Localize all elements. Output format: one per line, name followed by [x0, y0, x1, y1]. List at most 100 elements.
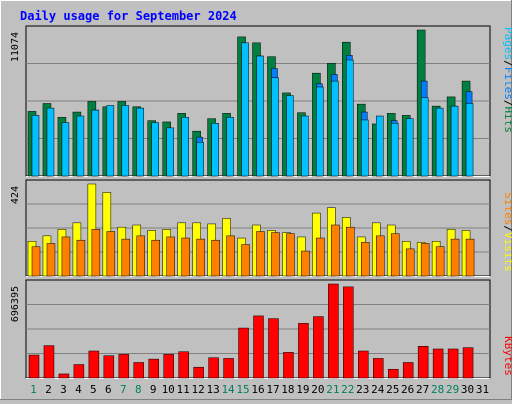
bar-pages-day-29 — [450, 105, 459, 177]
y-max-label-kbytes: 696395 — [10, 286, 21, 322]
bar-kbytes-day-5 — [88, 350, 100, 379]
bar-pages-day-27 — [420, 97, 429, 177]
bar-pages-day-9 — [151, 122, 159, 177]
bar-sites-day-19 — [301, 250, 310, 277]
bar-pages-day-21 — [331, 80, 339, 177]
bar-sites-day-23 — [361, 242, 370, 277]
bar-kbytes-day-20 — [313, 316, 324, 379]
x-tick-label-day-27: 27 — [416, 383, 429, 396]
bar-sites-day-20 — [316, 237, 325, 277]
legend-separator: / — [502, 225, 512, 232]
bar-pages-day-3 — [61, 122, 70, 177]
bar-kbytes-day-8 — [133, 362, 145, 379]
legend-middle: Sites/Visits — [502, 192, 512, 272]
bar-pages-day-15 — [241, 42, 249, 177]
bar-pages-day-10 — [166, 127, 174, 177]
legend-kbytes: KBytes — [502, 336, 512, 376]
x-tick-label-day-21: 21 — [326, 383, 339, 396]
x-tick-label-day-7: 7 — [120, 383, 127, 396]
x-tick-label-day-12: 12 — [192, 383, 205, 396]
bar-pages-day-26 — [405, 118, 414, 177]
bar-sites-day-7 — [121, 238, 131, 277]
chart-title: Daily usage for September 2024 — [20, 9, 237, 23]
bar-sites-day-8 — [136, 235, 146, 277]
x-tick-label-day-9: 9 — [150, 383, 157, 396]
bar-kbytes-day-12 — [193, 366, 204, 379]
x-tick-label-day-18: 18 — [281, 383, 294, 396]
legend-separator: / — [502, 60, 512, 67]
bar-pages-day-7 — [121, 105, 130, 177]
bar-sites-day-3 — [61, 236, 71, 277]
bar-pages-day-14 — [226, 117, 234, 177]
bar-kbytes-day-9 — [148, 358, 159, 379]
bar-kbytes-day-22 — [343, 286, 354, 379]
bar-kbytes-day-7 — [118, 354, 130, 379]
bar-sites-day-9 — [151, 239, 160, 277]
bar-sites-day-1 — [31, 246, 41, 277]
bar-sites-day-10 — [166, 236, 175, 277]
x-tick-label-day-3: 3 — [60, 383, 67, 396]
bar-sites-day-26 — [405, 248, 415, 277]
bar-pages-day-4 — [76, 115, 85, 177]
x-tick-label-day-8: 8 — [135, 383, 142, 396]
legend-sites: Sites — [502, 192, 512, 225]
x-tick-label-day-10: 10 — [162, 383, 175, 396]
bar-kbytes-day-11 — [178, 351, 189, 379]
x-tick-label-day-30: 30 — [461, 383, 474, 396]
bar-kbytes-day-4 — [73, 364, 85, 379]
x-tick-label-day-29: 29 — [446, 383, 459, 396]
bar-kbytes-day-14 — [223, 358, 234, 379]
bar-kbytes-day-1 — [28, 354, 40, 379]
bar-kbytes-day-6 — [103, 355, 115, 379]
legend-pages: Pages — [502, 27, 512, 60]
bar-pages-day-5 — [91, 109, 100, 177]
x-tick-label-day-17: 17 — [266, 383, 279, 396]
legend-bottom: KBytes — [502, 336, 512, 376]
bar-sites-day-6 — [106, 231, 116, 277]
bar-pages-day-24 — [376, 115, 384, 177]
bar-sites-day-28 — [435, 246, 445, 277]
x-tick-label-day-31: 31 — [476, 383, 489, 396]
bar-pages-day-18 — [286, 95, 294, 177]
x-tick-label-day-4: 4 — [75, 383, 82, 396]
x-tick-label-day-19: 19 — [296, 383, 309, 396]
x-tick-label-day-6: 6 — [105, 383, 112, 396]
bar-pages-day-12 — [196, 142, 204, 177]
y-max-label-visits-sites: 424 — [10, 186, 21, 204]
bar-pages-day-13 — [211, 123, 219, 177]
bar-sites-day-15 — [241, 244, 250, 277]
bar-sites-day-11 — [181, 237, 190, 277]
bar-kbytes-day-16 — [253, 315, 264, 379]
x-tick-label-day-22: 22 — [341, 383, 354, 396]
x-tick-label-day-23: 23 — [356, 383, 369, 396]
bar-pages-day-16 — [256, 55, 264, 177]
legend-separator: / — [502, 100, 512, 107]
bar-sites-day-30 — [465, 238, 475, 277]
bar-sites-day-18 — [286, 233, 295, 277]
legend-files: Files — [502, 67, 512, 100]
bar-sites-day-5 — [91, 229, 101, 277]
y-max-label-hits-files-pages: 11074 — [10, 32, 21, 62]
bar-sites-day-14 — [226, 235, 235, 277]
bar-pages-day-11 — [181, 117, 189, 177]
bar-sites-day-29 — [450, 238, 460, 277]
bar-sites-day-24 — [376, 235, 385, 277]
bar-pages-day-6 — [106, 105, 115, 177]
x-tick-label-day-24: 24 — [371, 383, 385, 396]
bar-kbytes-day-26 — [402, 362, 414, 379]
bar-kbytes-day-17 — [268, 318, 279, 379]
x-tick-label-day-13: 13 — [206, 383, 219, 396]
x-tick-label-day-15: 15 — [236, 383, 249, 396]
bar-kbytes-day-23 — [358, 350, 369, 379]
bar-pages-day-19 — [301, 115, 309, 177]
x-tick-label-day-1: 1 — [30, 383, 37, 396]
x-tick-label-day-16: 16 — [251, 383, 264, 396]
bar-pages-day-30 — [465, 103, 474, 177]
bar-sites-day-2 — [46, 243, 56, 277]
bar-kbytes-day-10 — [163, 354, 174, 379]
legend-hits: Hits — [502, 107, 512, 134]
bar-kbytes-day-27 — [417, 346, 429, 379]
bar-pages-day-17 — [271, 77, 279, 177]
bar-sites-day-25 — [390, 233, 400, 277]
bar-kbytes-day-18 — [283, 352, 294, 379]
